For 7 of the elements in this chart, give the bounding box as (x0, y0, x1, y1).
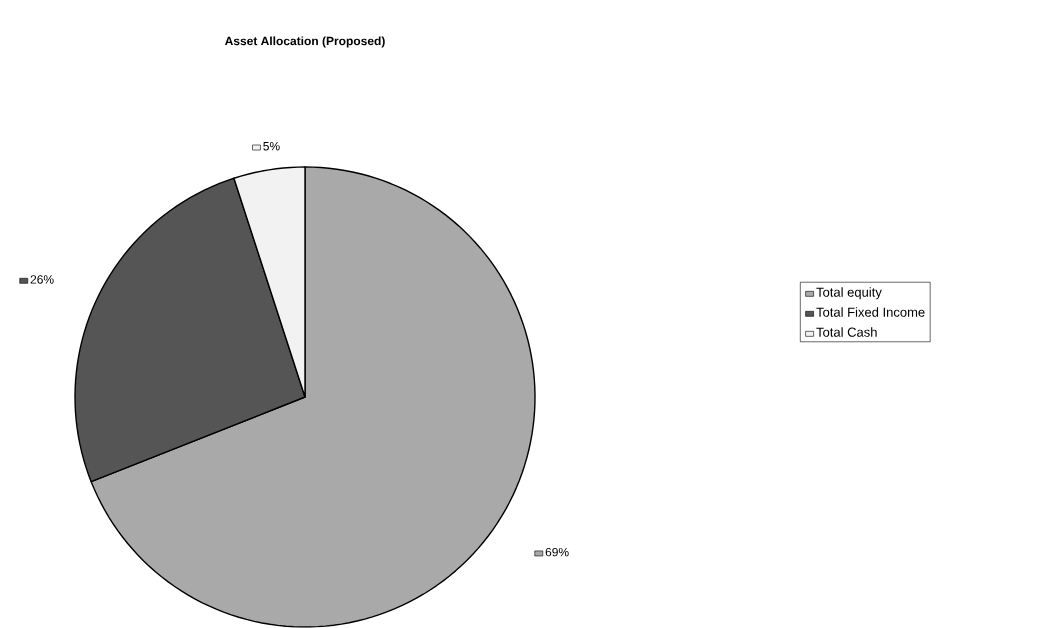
data-label: 26% (30, 275, 54, 284)
legend-label: Total Fixed Income (816, 307, 925, 317)
data-label: 69% (545, 548, 569, 557)
chart-title: Asset Allocation (Proposed) (224, 36, 385, 48)
legend-label: Total Cash (816, 327, 877, 337)
data-label: 5% (263, 142, 280, 151)
legend-label: Total equity (816, 287, 882, 300)
